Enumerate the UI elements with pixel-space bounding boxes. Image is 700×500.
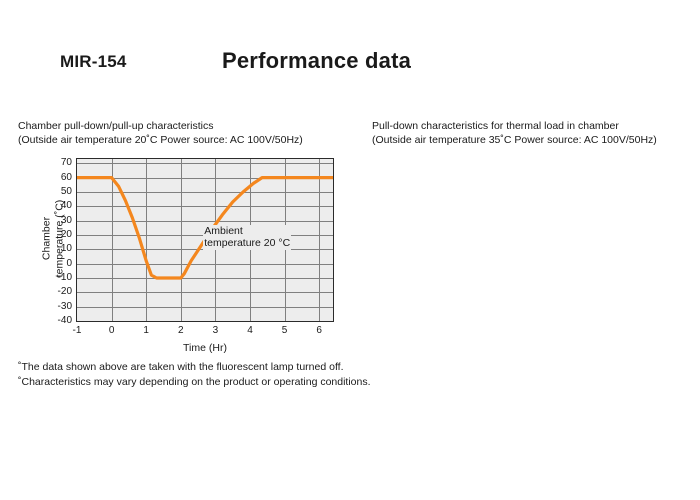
x-tick-label: 1 <box>143 325 149 336</box>
left-caption-line2: (Outside air temperature 20˚C Power sour… <box>18 133 303 146</box>
y-tick-label: -40 <box>57 315 72 326</box>
chart-chamber-pulldown-pullup: Chamber temperature (˚C) -40 -30 -20 -10 0 10… <box>18 152 338 354</box>
right-chart-caption: Pull-down characteristics for thermal lo… <box>372 120 657 147</box>
y-tick-label: 30 <box>60 214 72 226</box>
x-tick-label: -1 <box>72 325 82 336</box>
page-title: Performance data <box>222 48 412 73</box>
x-tick-label: 6 <box>316 325 322 336</box>
left-chart-x-axis-label: Time (Hr) <box>183 342 227 354</box>
footnote-2: ˚Characteristics may vary depending on t… <box>18 376 371 388</box>
left-annotation-line1: Ambient <box>204 224 243 237</box>
left-chart-caption: Chamber pull-down/pull-up characteristic… <box>18 120 303 147</box>
model-number: MIR-154 <box>60 52 127 71</box>
x-tick-label: 0 <box>108 325 115 336</box>
y-tick-label: 40 <box>60 200 72 212</box>
left-chart-ambient-annotation: Ambient temperature 20 °C <box>203 224 292 250</box>
y-tick-label: -20 <box>57 286 72 298</box>
y-tick-label: 70 <box>60 157 72 169</box>
x-tick-label: 3 <box>212 325 219 336</box>
y-tick-label: -30 <box>57 300 72 312</box>
y-tick-label: 60 <box>60 171 72 183</box>
page-header: MIR-154 Performance data <box>0 48 700 82</box>
y-tick-label: 0 <box>66 257 72 269</box>
chart-thermal-load-pulldown: Chamber temperature (˚C) -30-20-10010203… <box>372 152 692 352</box>
x-tick-label: 2 <box>178 325 184 336</box>
y-tick-label: 20 <box>60 228 72 240</box>
footnote-1: ˚The data shown above are taken with the… <box>18 361 344 373</box>
y-tick-label: 10 <box>60 243 72 255</box>
x-tick-label: 5 <box>281 325 288 336</box>
x-tick-label: 4 <box>247 325 253 336</box>
y-tick-label: -10 <box>57 271 72 283</box>
y-tick-label: 50 <box>60 185 72 197</box>
left-caption-line1: Chamber pull-down/pull-up characteristic… <box>18 120 214 132</box>
right-caption-line1: Pull-down characteristics for thermal lo… <box>372 120 619 132</box>
footnotes: ˚The data shown above are taken with the… <box>18 360 371 390</box>
right-caption-line2: (Outside air temperature 35˚C Power sour… <box>372 133 657 146</box>
left-annotation-line2: temperature 20 °C <box>204 237 291 250</box>
